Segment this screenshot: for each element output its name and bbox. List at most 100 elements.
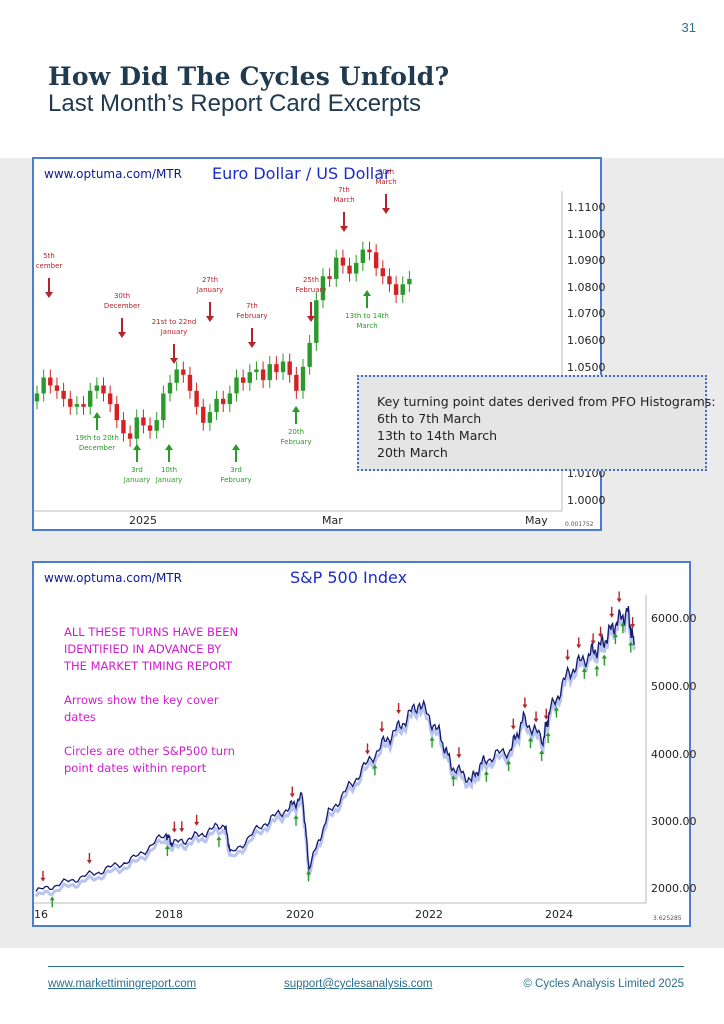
eurusd-arrow-label: March <box>375 178 396 186</box>
eurusd-candle <box>134 417 139 439</box>
spx-green-arrow-head <box>601 654 607 659</box>
eurusd-ytick: 1.0000 <box>567 494 606 507</box>
spx-red-arrow-head <box>533 718 539 723</box>
eurusd-green-arrow-head <box>232 444 240 450</box>
eurusd-candle <box>121 420 126 434</box>
page-subtitle: Last Month’s Report Card Excerpts <box>48 90 422 117</box>
eurusd-candle <box>81 404 86 407</box>
eurusd-candle <box>227 393 233 405</box>
eurusd-candle <box>48 377 53 386</box>
eurusd-arrow-label: 27th <box>202 276 218 284</box>
eurusd-green-arrow-head <box>165 444 173 450</box>
eurusd-arrow-label: 30th <box>114 292 130 300</box>
spx-chart-panel: www.optuma.com/MTR S&P 500 Index <box>32 561 691 927</box>
spx-green-arrow-head <box>527 737 533 742</box>
spx-price-line <box>35 605 635 892</box>
spx-green-arrow-head <box>216 836 222 841</box>
spx-green-arrow-head <box>553 706 559 711</box>
spx-red-arrow-head <box>630 624 636 629</box>
eurusd-arrow-label: 3rd <box>230 466 242 474</box>
eurusd-candle <box>174 369 179 383</box>
spx-green-arrow-head <box>450 775 456 780</box>
eurusd-chart-title: Euro Dollar / US Dollar <box>212 164 391 183</box>
eurusd-ytick: 1.1100 <box>567 201 606 214</box>
eurusd-candle <box>247 372 252 383</box>
note-line: 6th to 7th March <box>377 411 482 426</box>
eurusd-candle <box>360 249 366 263</box>
spx-red-arrow-head <box>289 793 295 798</box>
eurusd-red-arrow-head <box>382 208 390 214</box>
eurusd-source-url[interactable]: www.optuma.com/MTR <box>44 167 182 181</box>
spx-scale-value: 3.625285 <box>653 915 682 922</box>
note-line: 20th March <box>377 445 448 460</box>
spx-green-arrow-head <box>306 870 312 875</box>
eurusd-arrow-label: 20th <box>288 428 304 436</box>
eurusd-candle <box>387 276 392 285</box>
spx-red-arrow-head <box>598 633 604 638</box>
eurusd-arrow-label: February <box>220 476 251 484</box>
eurusd-arrow-label: December <box>104 302 140 310</box>
eurusd-candle <box>61 390 66 399</box>
eurusd-candle <box>107 393 113 405</box>
spx-green-arrow-head <box>545 732 551 737</box>
eurusd-arrow-label: 7th <box>246 302 258 310</box>
eurusd-red-arrow-head <box>170 358 178 364</box>
eurusd-arrow-label: 10th <box>161 466 177 474</box>
eurusd-candle <box>280 361 286 373</box>
eurusd-candle <box>340 257 346 266</box>
eurusd-candle <box>167 382 173 394</box>
eurusd-candle <box>373 252 379 269</box>
spx-red-arrow-head <box>194 821 200 826</box>
eurusd-arrow-label: December <box>79 444 115 452</box>
eurusd-candle <box>214 398 219 413</box>
spx-annotation-line: Circles are other S&P500 turn <box>64 744 235 758</box>
eurusd-candle <box>274 364 279 373</box>
eurusd-arrow-label: January <box>123 476 151 484</box>
eurusd-candle <box>207 412 213 423</box>
spx-red-arrow-head <box>396 709 402 714</box>
eurusd-candle <box>267 364 272 381</box>
eurusd-red-arrow-head <box>118 332 126 338</box>
footer-website-link[interactable]: www.markettimingreport.com <box>48 978 197 990</box>
eurusd-arrow-label: 5th <box>43 252 55 260</box>
eurusd-candle <box>94 385 100 391</box>
spx-ytick: 2000.00 <box>651 882 697 895</box>
eurusd-ytick: 1.0600 <box>567 334 606 347</box>
spx-annotation-line: point dates within report <box>64 761 207 775</box>
eurusd-green-arrow-head <box>133 444 141 450</box>
eurusd-arrow-label: 13th to 14th <box>345 312 389 320</box>
spx-red-arrow-head <box>510 725 516 730</box>
spx-red-arrow-head <box>171 828 177 833</box>
eurusd-ytick: 1.0700 <box>567 307 606 320</box>
eurusd-candle <box>260 369 266 381</box>
eurusd-candle <box>41 377 46 394</box>
eurusd-candle <box>234 377 239 394</box>
footer-email-link[interactable]: support@cyclesanalysis.com <box>284 978 433 990</box>
spx-green-arrow-head <box>620 622 626 627</box>
spx-green-arrow-head <box>581 667 587 672</box>
spx-red-arrow-head <box>609 613 615 618</box>
eurusd-candle <box>54 385 60 391</box>
spx-annotation-line: IDENTIFIED IN ADVANCE BY <box>64 642 222 656</box>
eurusd-arrow-label: 7th <box>338 186 350 194</box>
eurusd-ytick: 1.0500 <box>567 361 606 374</box>
spx-source-url[interactable]: www.optuma.com/MTR <box>44 571 182 585</box>
eurusd-green-arrow-head <box>363 290 371 296</box>
eurusd-candle <box>287 361 292 375</box>
eurusd-candle <box>320 276 326 301</box>
eurusd-arrow-label: February <box>295 286 326 294</box>
eurusd-arrow-label: February <box>236 312 267 320</box>
spx-red-arrow-head <box>543 715 549 720</box>
eurusd-candle <box>141 417 146 426</box>
spx-green-arrow-head <box>483 770 489 775</box>
spx-red-arrow-head <box>365 750 370 755</box>
eurusd-red-arrow-head <box>307 316 315 322</box>
spx-red-arrow-head <box>40 877 46 882</box>
eurusd-xtick: 2025 <box>129 514 157 527</box>
spx-ytick: 5000.00 <box>651 680 697 693</box>
spx-red-arrow-head <box>179 828 185 833</box>
spx-red-arrow-head <box>522 704 528 709</box>
eurusd-arrow-label: March <box>333 196 354 204</box>
eurusd-candle <box>354 262 359 274</box>
eurusd-candle <box>127 433 133 439</box>
